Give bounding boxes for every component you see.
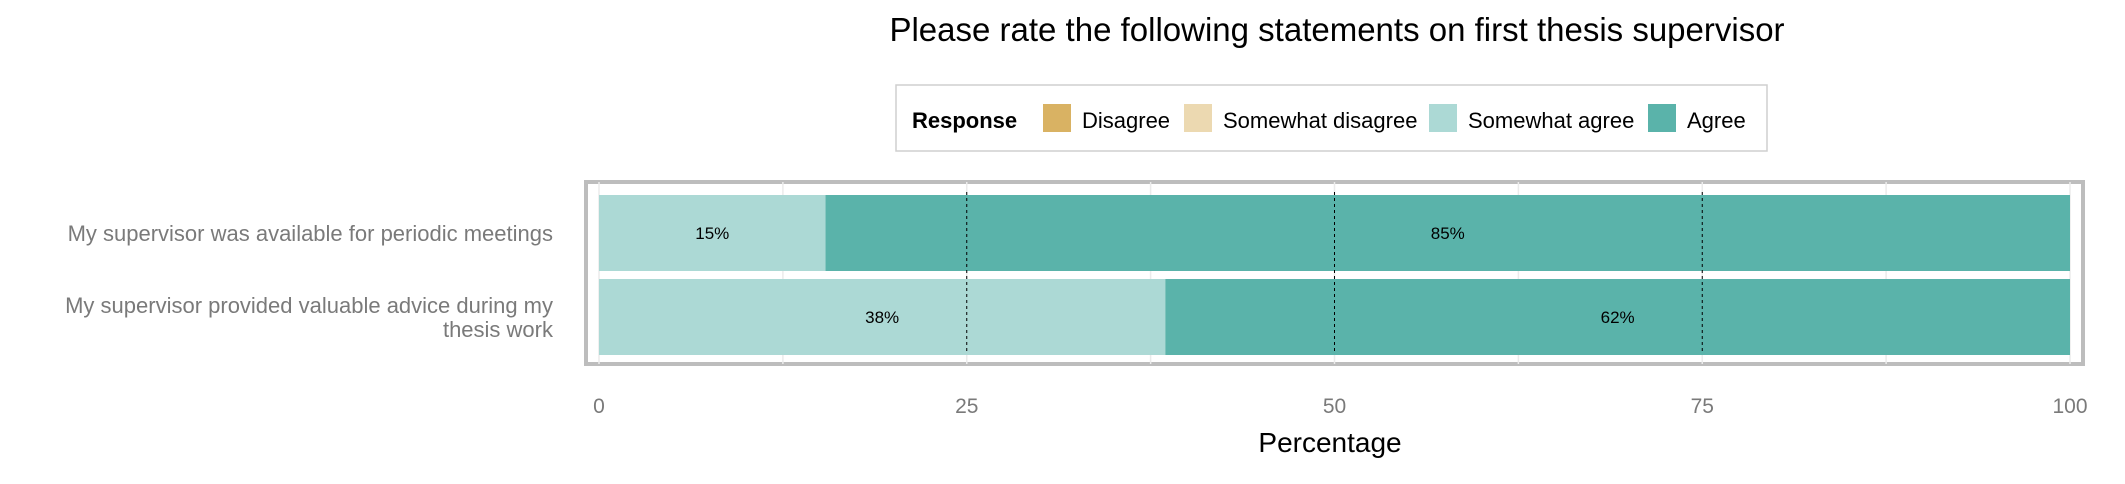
plot-area: 15% 85% My supervisor was available for pe… [65,180,2088,418]
legend-swatch-disagree [1043,104,1071,132]
legend-swatch-somewhat-agree [1429,104,1457,132]
bar-somewhat-agree [599,279,1166,355]
bar-somewhat-agree [599,195,826,271]
legend-label-disagree: Disagree [1082,108,1170,133]
legend-items: Disagree Somewhat disagree Somewhat agree A… [1043,104,1746,133]
bar-agree [825,195,2071,271]
bar-agree [1165,279,2070,355]
legend-label-agree: Agree [1687,108,1746,133]
bar-group: 15% 85% [599,195,2071,271]
category-label: My supervisor provided valuable advice d… [65,293,554,342]
data-label: 85% [1431,224,1465,243]
x-tick-label: 100 [2052,395,2087,418]
legend-label-somewhat-disagree: Somewhat disagree [1223,108,1417,133]
legend-swatch-somewhat-disagree [1184,104,1212,132]
bar-group: 38% 62% [599,279,2070,355]
data-label: 38% [865,308,899,327]
x-axis-title: Percentage [1258,427,1401,458]
x-tick-label: 50 [1323,395,1346,418]
legend-title: Response [912,108,1017,133]
legend-box [895,84,1768,152]
legend: Response Disagree Somewhat disagree Somewh… [895,84,1768,152]
category-label: My supervisor was available for periodic… [68,221,553,246]
x-tick-label: 75 [1691,395,1714,418]
data-label: 62% [1601,308,1635,327]
legend-label-somewhat-agree: Somewhat agree [1468,108,1634,133]
legend-swatch-agree [1648,104,1676,132]
x-tick-label: 25 [955,395,978,418]
x-tick-label: 0 [593,395,605,418]
chart-title: Please rate the following statements on … [889,11,1784,48]
data-label: 15% [695,224,729,243]
